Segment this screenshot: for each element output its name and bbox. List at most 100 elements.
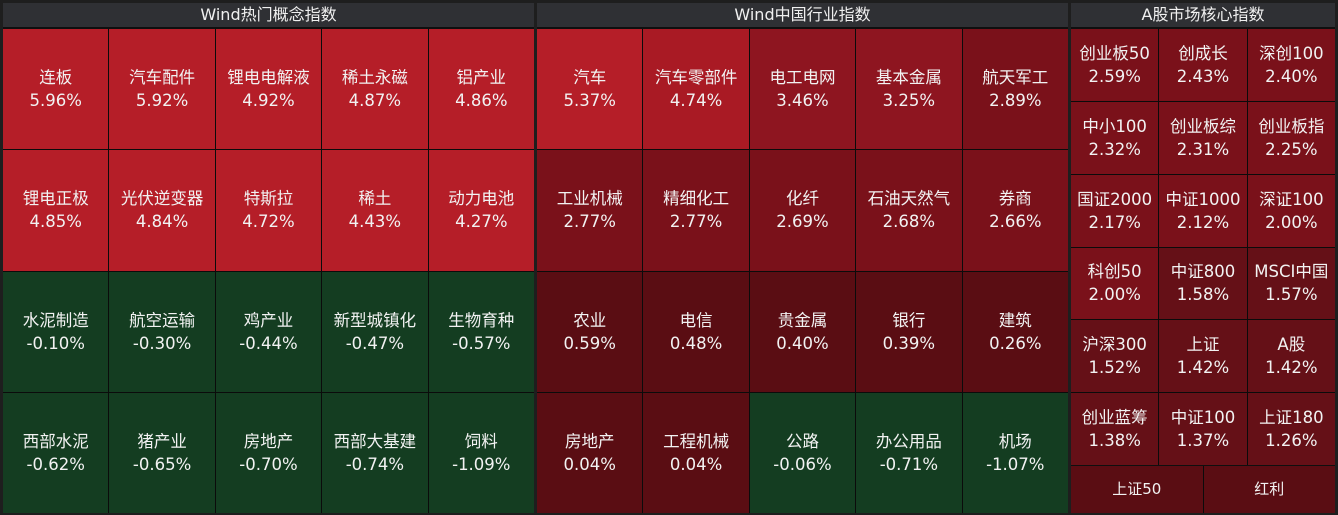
heatmap-tile[interactable]: 银行 0.39% <box>856 271 962 392</box>
heatmap-tile[interactable]: 汽车零部件 4.74% <box>643 29 749 150</box>
heatmap-tile[interactable]: 汽车配件 5.92% <box>109 29 215 150</box>
heatmap-grid: 汽车 5.37% 汽车零部件 4.74% 电工电网 3.46% 基本金属 3.25% 航天军工 2… <box>537 29 1068 513</box>
tile-name: 汽车 <box>573 68 607 88</box>
tile-change-percent: 1.37% <box>1176 431 1230 451</box>
tile-name: 特斯拉 <box>243 189 294 209</box>
heatmap-tile[interactable]: 光伏逆变器 4.84% <box>109 150 215 271</box>
tile-name: 饲料 <box>464 431 498 451</box>
heatmap-tile[interactable]: 锂电正极 4.85% <box>3 150 109 271</box>
heatmap-tile[interactable]: 深证100 2.00% <box>1247 174 1335 247</box>
heatmap-tile[interactable]: 鸡产业 -0.44% <box>215 271 322 392</box>
tile-change-percent: 2.40% <box>1265 66 1318 86</box>
heatmap-tile[interactable]: 中小100 2.32% <box>1071 101 1159 174</box>
heatmap-tile[interactable]: 稀土永磁 4.87% <box>322 29 428 150</box>
heatmap-tile[interactable]: 精细化工 2.77% <box>643 150 749 271</box>
heatmap-tile[interactable]: 贵金属 0.40% <box>749 271 856 392</box>
heatmap-tile[interactable]: 创业板50 2.59% <box>1071 29 1159 101</box>
heatmap-tile[interactable]: 创成长 2.43% <box>1159 29 1247 101</box>
heatmap-tile[interactable]: 饲料 -1.09% <box>428 392 534 513</box>
tile-change-percent: -0.65% <box>132 454 192 474</box>
heatmap-tile[interactable]: 深创100 2.40% <box>1247 29 1335 101</box>
heatmap-tile[interactable]: 房地产 -0.70% <box>215 392 322 513</box>
tile-name: 汽车零部件 <box>654 68 738 88</box>
heatmap-tile[interactable]: 上证 1.42% <box>1159 320 1247 393</box>
tile-change-percent: 2.12% <box>1176 212 1230 232</box>
heatmap-tile[interactable]: 铝产业 4.86% <box>428 29 534 150</box>
tile-change-percent: -0.62% <box>26 454 85 474</box>
heatmap-tile[interactable]: 化纤 2.69% <box>749 150 856 271</box>
tile-name: 创成长 <box>1178 43 1228 63</box>
heatmap-tile[interactable]: 工程机械 0.04% <box>643 392 749 513</box>
tile-name: 稀土 <box>358 189 392 209</box>
heatmap-tile[interactable]: 公路 -0.06% <box>749 392 856 513</box>
heatmap-tile[interactable]: MSCI中国 1.57% <box>1247 247 1335 320</box>
tile-name: 生物育种 <box>448 310 515 330</box>
heatmap-tile[interactable]: 房地产 0.04% <box>537 392 643 513</box>
heatmap-tile[interactable]: 中证800 1.58% <box>1159 247 1247 320</box>
tile-name: 国证2000 <box>1077 189 1153 209</box>
heatmap-tile[interactable]: 电信 0.48% <box>643 271 749 392</box>
tile-name: 中证1000 <box>1165 189 1241 209</box>
heatmap-tile[interactable]: 红利 <box>1203 466 1335 513</box>
heatmap-tile[interactable]: 国证2000 2.17% <box>1071 174 1159 247</box>
heatmap-tile[interactable]: 航空运输 -0.30% <box>109 271 215 392</box>
tile-change-percent: 0.59% <box>563 333 616 353</box>
tile-change-percent: 4.86% <box>455 91 508 111</box>
heatmap-tile[interactable]: 中证1000 2.12% <box>1159 174 1247 247</box>
heatmap-tile[interactable]: 连板 5.96% <box>3 29 109 150</box>
heatmap-tile[interactable]: 上证50 <box>1071 466 1203 513</box>
tile-name: 银行 <box>892 310 926 330</box>
heatmap-tile[interactable]: 航天军工 2.89% <box>962 29 1068 150</box>
heatmap-tile[interactable]: 机场 -1.07% <box>962 392 1068 513</box>
heatmap-tile[interactable]: 猪产业 -0.65% <box>109 392 215 513</box>
heatmap-tile[interactable]: 动力电池 4.27% <box>428 150 534 271</box>
heatmap-tile[interactable]: 沪深300 1.52% <box>1071 320 1159 393</box>
heatmap-tile[interactable]: 锂电电解液 4.92% <box>215 29 322 150</box>
tile-change-percent: 1.38% <box>1088 431 1141 451</box>
panel-title: Wind中国行业指数 <box>537 3 1068 27</box>
heatmap-tile[interactable]: 稀土 4.43% <box>322 150 428 271</box>
tile-name: 创业板指 <box>1258 116 1325 136</box>
tile-change-percent: 1.57% <box>1265 285 1318 305</box>
tile-change-percent: 2.25% <box>1265 139 1318 159</box>
heatmap-tile[interactable]: 创业板综 2.31% <box>1159 101 1247 174</box>
heatmap-tile[interactable]: 科创50 2.00% <box>1071 247 1159 320</box>
tile-change-percent: -0.57% <box>452 333 511 353</box>
heatmap-tile[interactable]: 新型城镇化 -0.47% <box>322 271 428 392</box>
tile-change-percent: 0.26% <box>989 333 1042 353</box>
heatmap-tile[interactable]: 电工电网 3.46% <box>749 29 856 150</box>
heatmap-tile[interactable]: 办公用品 -0.71% <box>856 392 962 513</box>
tile-name: 公路 <box>785 431 819 451</box>
heatmap-tile[interactable]: 基本金属 3.25% <box>856 29 962 150</box>
tile-change-percent: 2.77% <box>669 212 723 232</box>
heatmap-tile[interactable]: 工业机械 2.77% <box>537 150 643 271</box>
heatmap-tile[interactable]: 生物育种 -0.57% <box>428 271 534 392</box>
tile-change-percent: 0.48% <box>669 333 723 353</box>
tile-change-percent: 2.43% <box>1176 66 1230 86</box>
heatmap-tile[interactable]: 特斯拉 4.72% <box>215 150 322 271</box>
tile-name: 连板 <box>39 68 73 88</box>
heatmap-tile[interactable]: 西部大基建 -0.74% <box>322 392 428 513</box>
tile-name: A股 <box>1277 335 1306 355</box>
heatmap-tile[interactable]: 中证100 1.37% <box>1159 393 1247 465</box>
tile-change-percent: -0.47% <box>345 333 405 353</box>
heatmap-tile[interactable]: 水泥制造 -0.10% <box>3 271 109 392</box>
tile-change-percent: 0.40% <box>776 333 829 353</box>
tile-name: 深证100 <box>1259 189 1324 209</box>
heatmap-tile[interactable]: 建筑 0.26% <box>962 271 1068 392</box>
heatmap-tile[interactable]: 上证180 1.26% <box>1247 393 1335 465</box>
tile-change-percent: 2.59% <box>1088 66 1141 86</box>
tile-change-percent: 2.69% <box>776 212 829 232</box>
heatmap-tile[interactable]: 石油天然气 2.68% <box>856 150 962 271</box>
heatmap-tile[interactable]: 券商 2.66% <box>962 150 1068 271</box>
heatmap-tile[interactable]: 农业 0.59% <box>537 271 643 392</box>
heatmap-tile[interactable]: 创业板指 2.25% <box>1247 101 1335 174</box>
heatmap-tile[interactable]: A股 1.42% <box>1247 320 1335 393</box>
tile-name: 办公用品 <box>875 431 942 451</box>
tile-change-percent: 4.72% <box>242 212 295 232</box>
tile-name: 西部大基建 <box>333 431 417 451</box>
tile-name: 建筑 <box>998 310 1032 330</box>
heatmap-tile[interactable]: 创业蓝筹 1.38% <box>1071 393 1159 465</box>
heatmap-tile[interactable]: 西部水泥 -0.62% <box>3 392 109 513</box>
heatmap-tile[interactable]: 汽车 5.37% <box>537 29 643 150</box>
